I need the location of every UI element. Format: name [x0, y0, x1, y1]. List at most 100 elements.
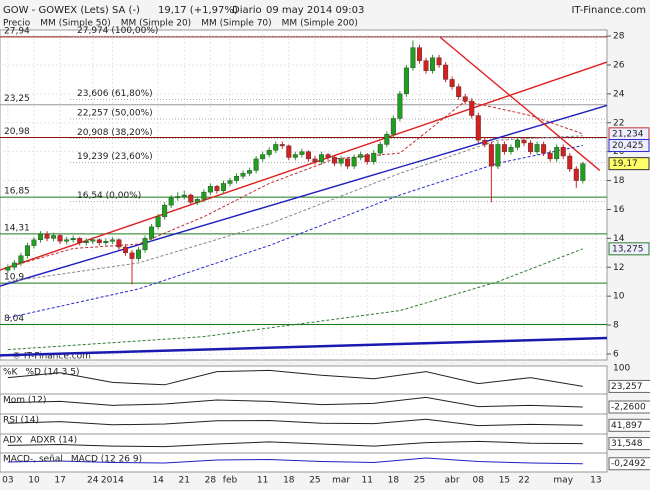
- candle-body: [70, 238, 76, 241]
- x-tick-label: 24: [87, 476, 99, 486]
- candle-body: [514, 139, 520, 148]
- candle-body: [207, 186, 213, 193]
- last-box: [608, 379, 650, 393]
- candle-body: [560, 147, 566, 157]
- trend-line: [439, 36, 601, 171]
- last-box: [608, 418, 650, 432]
- candle-body: [338, 158, 344, 164]
- x-tick-label: 18: [283, 476, 295, 486]
- candle-body: [155, 216, 161, 227]
- legend-entry: MM (Simple 20): [121, 19, 191, 29]
- candle-body: [475, 115, 481, 141]
- candle-body: [449, 79, 455, 87]
- candle-body: [325, 154, 331, 158]
- candle-body: [403, 67, 409, 95]
- moving-average: [7, 145, 583, 319]
- last-box: [608, 400, 650, 414]
- last-label: 13,275: [612, 244, 644, 254]
- fib-label: 22,257 (50,00%): [77, 109, 153, 119]
- candle-body: [31, 239, 37, 246]
- candle-body: [436, 57, 442, 66]
- candle-body: [142, 238, 148, 251]
- last-box: [608, 139, 650, 153]
- trend-line: [0, 336, 608, 357]
- candle-body: [390, 118, 396, 135]
- candle-body: [24, 245, 30, 256]
- candle-body: [194, 199, 200, 203]
- candle-body: [286, 145, 292, 158]
- candle-body: [83, 241, 89, 243]
- y-tick-label: 22: [613, 118, 624, 128]
- candle-body: [364, 154, 370, 162]
- period: Diario: [232, 5, 262, 16]
- candle-body: [129, 252, 135, 259]
- candle-body: [279, 144, 285, 147]
- x-tick-label: 10: [28, 476, 40, 486]
- date: 09 may 2014 09:03: [266, 5, 364, 16]
- indicator-line: [7, 457, 583, 465]
- candle-body: [5, 267, 11, 271]
- x-tick-label: feb: [223, 476, 238, 486]
- level-label: 27,94: [4, 26, 30, 36]
- x-tick-label: 18: [388, 476, 400, 486]
- candle-body: [521, 139, 527, 144]
- y-tick-label: 14: [613, 234, 625, 244]
- candle-body: [384, 134, 390, 145]
- candle-body: [397, 93, 403, 119]
- legend-entry: Precio: [3, 19, 31, 29]
- candle-body: [292, 154, 298, 158]
- x-tick-label: mar: [332, 476, 350, 486]
- candle-body: [554, 147, 560, 160]
- candle-body: [430, 57, 436, 71]
- candle-body: [501, 144, 507, 152]
- candle-body: [541, 144, 547, 154]
- candle-body: [168, 197, 174, 206]
- candle-body: [51, 235, 57, 239]
- candle-body: [103, 241, 109, 243]
- panel-label: ADXR (14): [30, 436, 77, 446]
- candle-body: [109, 239, 115, 242]
- candle-body: [332, 157, 338, 164]
- candle-body: [508, 147, 514, 152]
- x-tick-label: 17: [54, 476, 65, 486]
- candle-body: [11, 262, 17, 268]
- last-label: 21,234: [612, 129, 644, 139]
- candle-body: [469, 100, 475, 116]
- candle-body: [162, 204, 168, 217]
- fib-label: 23,606 (61,80%): [77, 89, 153, 99]
- x-tick-label: 21: [179, 476, 190, 486]
- candle-body: [495, 144, 501, 167]
- candle-body: [18, 255, 24, 264]
- panel-last: 31,548: [611, 439, 643, 449]
- last-label: 19,17: [612, 159, 638, 169]
- y-tick-label: 18: [613, 176, 625, 186]
- candle-body: [44, 233, 50, 239]
- candle-body: [175, 196, 181, 199]
- last-label: 20,425: [612, 141, 644, 151]
- x-tick-label: 25: [414, 476, 425, 486]
- candle-body: [482, 139, 488, 145]
- x-tick-label: 25: [309, 476, 320, 486]
- candle-body: [377, 144, 383, 154]
- candle-body: [260, 154, 266, 160]
- candle-body: [77, 238, 83, 243]
- x-tick-label: 11: [257, 476, 268, 486]
- x-tick-label: 15: [499, 476, 510, 486]
- level-label: 10,9: [4, 273, 24, 283]
- candle-body: [299, 151, 305, 155]
- moving-average: [7, 100, 583, 268]
- x-tick-label: abr: [445, 476, 460, 486]
- fib-label: 19,239 (23,60%): [77, 152, 153, 162]
- fib-label: 16,54 (0,00%): [77, 191, 141, 201]
- candle-body: [90, 239, 96, 242]
- candle-body: [38, 233, 44, 241]
- last-box: [608, 242, 650, 256]
- candle-body: [227, 180, 233, 184]
- panel-label: Mom (12): [3, 396, 46, 406]
- panel-tick: 100: [613, 364, 630, 374]
- candle-body: [312, 158, 318, 162]
- trend-line: [0, 104, 608, 287]
- candle-body: [234, 176, 240, 181]
- y-tick-label: 24: [613, 89, 625, 99]
